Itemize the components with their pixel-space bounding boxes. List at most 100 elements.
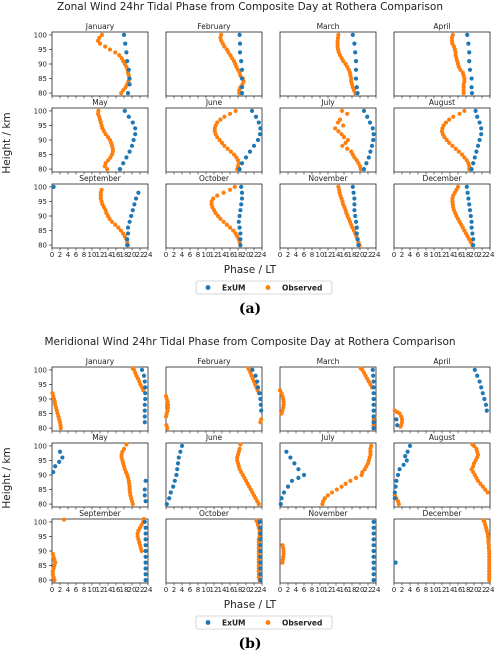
observed-point xyxy=(353,475,359,481)
exum-point xyxy=(239,85,245,90)
observed-point xyxy=(462,108,467,114)
subplot-title-january: January xyxy=(85,357,115,366)
exum-point xyxy=(174,472,179,478)
exum-point xyxy=(132,202,137,207)
exum-point xyxy=(281,490,287,495)
exum-point xyxy=(465,190,470,195)
x-tick-label: 20 xyxy=(242,251,251,259)
exum-point xyxy=(253,373,258,378)
subplot-frame xyxy=(279,107,377,173)
observed-point xyxy=(450,143,455,148)
exum-point xyxy=(467,50,472,55)
observed-point xyxy=(222,114,227,119)
exum-point xyxy=(143,478,148,483)
exum-point xyxy=(395,472,401,478)
exum-point xyxy=(471,237,476,242)
exum-point xyxy=(131,137,136,143)
x-tick-label: 8 xyxy=(82,586,86,594)
exum-point xyxy=(142,402,147,407)
exum-point xyxy=(397,467,402,472)
observed-point xyxy=(487,575,492,580)
exum-point xyxy=(480,391,485,396)
x-tick-label: 10 xyxy=(88,586,97,594)
exum-point xyxy=(125,225,131,230)
x-tick-label: 4 xyxy=(180,251,185,259)
x-tick-label: 16 xyxy=(112,251,121,259)
subplot-title-december: December xyxy=(423,174,463,183)
exum-point xyxy=(237,50,243,55)
exum-point xyxy=(237,213,242,219)
x-tick-label: 2 xyxy=(400,251,404,259)
observed-point xyxy=(119,90,124,96)
exum-point xyxy=(125,231,131,236)
y-tick-label: 90 xyxy=(38,472,47,480)
exum-point xyxy=(353,219,359,224)
observed-point xyxy=(487,569,492,574)
exum-point xyxy=(124,50,129,55)
exum-point xyxy=(371,414,376,419)
observed-point xyxy=(341,123,346,128)
observed-point xyxy=(103,132,108,137)
exum-point xyxy=(238,237,243,242)
observed-point xyxy=(222,44,227,49)
subplot-frame xyxy=(393,31,491,97)
exum-point xyxy=(176,455,181,460)
exum-point xyxy=(256,120,261,125)
exum-point xyxy=(133,132,138,137)
observed-point xyxy=(124,442,129,447)
observed-point xyxy=(487,572,492,577)
observed-point xyxy=(345,111,350,116)
exum-point xyxy=(143,566,148,571)
observed-point xyxy=(486,543,491,548)
observed-point xyxy=(320,501,325,507)
x-tick-label: 14 xyxy=(332,251,341,259)
x-tick-label: 6 xyxy=(302,251,307,259)
observed-point xyxy=(339,484,344,489)
x-tick-label: 22 xyxy=(136,251,145,259)
y-tick-label: 95 xyxy=(38,381,47,389)
exum-point xyxy=(117,166,123,172)
x-tick-label: 6 xyxy=(416,586,421,594)
observed-point xyxy=(349,76,354,81)
subplot-title-february: February xyxy=(197,22,231,31)
x-tick-label: 22 xyxy=(136,586,145,594)
observed-point xyxy=(228,149,233,154)
legend-observed-label: Observed xyxy=(282,284,322,293)
x-tick-label: 0 xyxy=(392,251,396,259)
exum-point xyxy=(472,155,477,160)
exum-point xyxy=(258,126,263,131)
x-tick-label: 16 xyxy=(454,251,463,259)
legend-observed-marker xyxy=(265,285,271,290)
exum-point xyxy=(371,137,376,143)
exum-point xyxy=(178,449,183,454)
subplot-title-april: April xyxy=(433,22,450,31)
subplot-title-november: November xyxy=(308,174,348,183)
x-tick-label: 18 xyxy=(462,251,471,259)
exum-point xyxy=(371,385,376,390)
observed-point xyxy=(447,117,452,122)
exum-point xyxy=(394,417,399,422)
observed-point xyxy=(359,472,364,478)
x-tick-label: 6 xyxy=(74,251,79,259)
x-tick-label: 22 xyxy=(364,251,373,259)
y-tick-label: 90 xyxy=(38,61,47,69)
observed-point xyxy=(341,134,347,140)
y-tick-label: 85 xyxy=(38,227,47,235)
exum-point xyxy=(475,373,480,378)
observed-point xyxy=(348,478,353,483)
y-tick-label: 95 xyxy=(38,122,47,130)
exum-point xyxy=(143,572,148,577)
observed-point xyxy=(341,58,346,64)
subplot-frame xyxy=(393,366,491,432)
exum-point xyxy=(350,32,355,38)
x-tick-label: 2 xyxy=(172,586,176,594)
exum-point xyxy=(171,484,176,489)
subplot-frame xyxy=(51,366,149,432)
subplot-frame xyxy=(165,107,263,173)
x-tick-label: 12 xyxy=(324,251,333,259)
observed-point xyxy=(487,560,492,565)
observed-point xyxy=(227,111,233,116)
exum-point xyxy=(301,472,307,478)
y-axis-label: Height / km xyxy=(1,112,13,173)
exum-point xyxy=(143,531,148,536)
